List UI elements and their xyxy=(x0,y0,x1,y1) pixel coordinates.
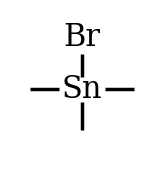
Text: Sn: Sn xyxy=(62,74,102,105)
Text: Br: Br xyxy=(63,22,101,53)
